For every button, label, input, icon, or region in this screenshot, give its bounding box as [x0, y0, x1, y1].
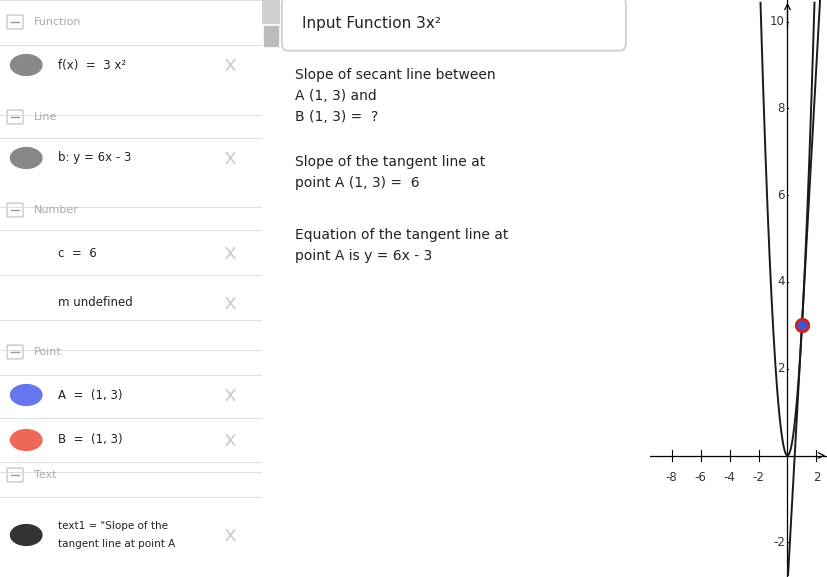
Text: Slope of secant line between
A (1, 3) and
B (1, 3) =  ?: Slope of secant line between A (1, 3) an…	[294, 68, 495, 124]
FancyBboxPatch shape	[7, 203, 23, 217]
Ellipse shape	[11, 524, 42, 545]
Text: Number: Number	[34, 205, 79, 215]
Text: b: y = 6x - 3: b: y = 6x - 3	[58, 152, 131, 164]
Text: -8: -8	[665, 471, 676, 484]
FancyBboxPatch shape	[281, 0, 625, 51]
FancyBboxPatch shape	[7, 345, 23, 359]
Text: Line: Line	[34, 112, 57, 122]
Text: Input Function 3x²: Input Function 3x²	[302, 16, 441, 31]
Text: -2: -2	[752, 471, 763, 484]
Text: Function: Function	[34, 17, 82, 27]
Text: m undefined: m undefined	[58, 297, 132, 309]
Text: 10: 10	[769, 15, 784, 28]
Ellipse shape	[11, 55, 42, 76]
Text: -2: -2	[772, 536, 784, 549]
Bar	[264, 26, 278, 46]
Ellipse shape	[11, 385, 42, 406]
Text: Text: Text	[34, 470, 56, 480]
Text: -4: -4	[723, 471, 734, 484]
Text: 6: 6	[777, 189, 784, 202]
Text: -6: -6	[694, 471, 705, 484]
Text: text1 = "Slope of the: text1 = "Slope of the	[58, 521, 167, 531]
Text: 2: 2	[777, 362, 784, 375]
Text: B  =  (1, 3): B = (1, 3)	[58, 433, 122, 447]
FancyBboxPatch shape	[7, 468, 23, 482]
Bar	[261, 0, 280, 23]
FancyBboxPatch shape	[7, 15, 23, 29]
Text: 8: 8	[777, 102, 784, 115]
Text: Equation of the tangent line at
point A is y = 6x - 3: Equation of the tangent line at point A …	[294, 228, 508, 263]
Text: 2: 2	[811, 471, 820, 484]
Text: tangent line at point A: tangent line at point A	[58, 539, 174, 549]
Text: 4: 4	[777, 275, 784, 288]
Text: Slope of the tangent line at
point A (1, 3) =  6: Slope of the tangent line at point A (1,…	[294, 155, 485, 190]
Text: A  =  (1, 3): A = (1, 3)	[58, 388, 122, 402]
Ellipse shape	[11, 148, 42, 168]
Text: Point: Point	[34, 347, 62, 357]
Text: c  =  6: c = 6	[58, 246, 96, 260]
Text: f(x)  =  3 x²: f(x) = 3 x²	[58, 58, 126, 72]
FancyBboxPatch shape	[7, 110, 23, 124]
Ellipse shape	[11, 430, 42, 451]
